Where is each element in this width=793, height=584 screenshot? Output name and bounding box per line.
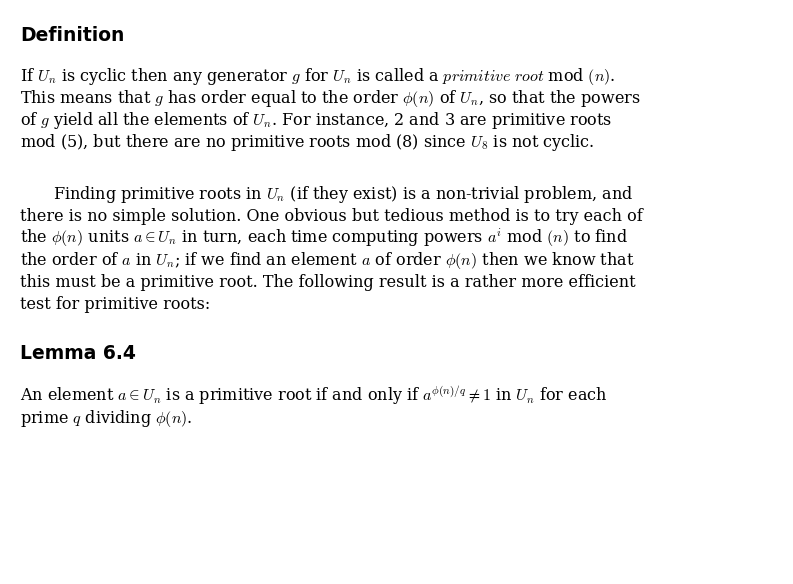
Text: there is no simple solution. One obvious but tedious method is to try each of: there is no simple solution. One obvious… — [20, 208, 643, 225]
Text: An element $a \in U_n$ is a primitive root if and only if $a^{\phi(n)/q} \neq 1$: An element $a \in U_n$ is a primitive ro… — [20, 384, 607, 407]
Text: the $\phi(n)$ units $a \in U_n$ in turn, each time computing powers $a^i$ mod $(: the $\phi(n)$ units $a \in U_n$ in turn,… — [20, 227, 628, 249]
Text: This means that $g$ has order equal to the order $\phi(n)$ of $U_n$, so that the: This means that $g$ has order equal to t… — [20, 88, 641, 109]
Text: this must be a primitive root. The following result is a rather more efficient: this must be a primitive root. The follo… — [20, 274, 636, 291]
Text: Definition: Definition — [20, 26, 125, 45]
Text: prime $q$ dividing $\phi(n)$.: prime $q$ dividing $\phi(n)$. — [20, 408, 193, 429]
Text: Lemma 6.4: Lemma 6.4 — [20, 344, 136, 363]
Text: the order of $a$ in $U_n$; if we find an element $a$ of order $\phi(n)$ then we : the order of $a$ in $U_n$; if we find an… — [20, 250, 634, 271]
Text: mod (5), but there are no primitive roots mod (8) since $U_8$ is not cyclic.: mod (5), but there are no primitive root… — [20, 132, 595, 153]
Text: test for primitive roots:: test for primitive roots: — [20, 296, 210, 313]
Text: of $g$ yield all the elements of $U_n$. For instance, 2 and 3 are primitive root: of $g$ yield all the elements of $U_n$. … — [20, 110, 612, 131]
Text: If $U_n$ is cyclic then any generator $g$ for $U_n$ is called a $\mathit{primiti: If $U_n$ is cyclic then any generator $g… — [20, 66, 615, 87]
Text: Finding primitive roots in $U_n$ (if they exist) is a non-trivial problem, and: Finding primitive roots in $U_n$ (if the… — [53, 184, 633, 205]
